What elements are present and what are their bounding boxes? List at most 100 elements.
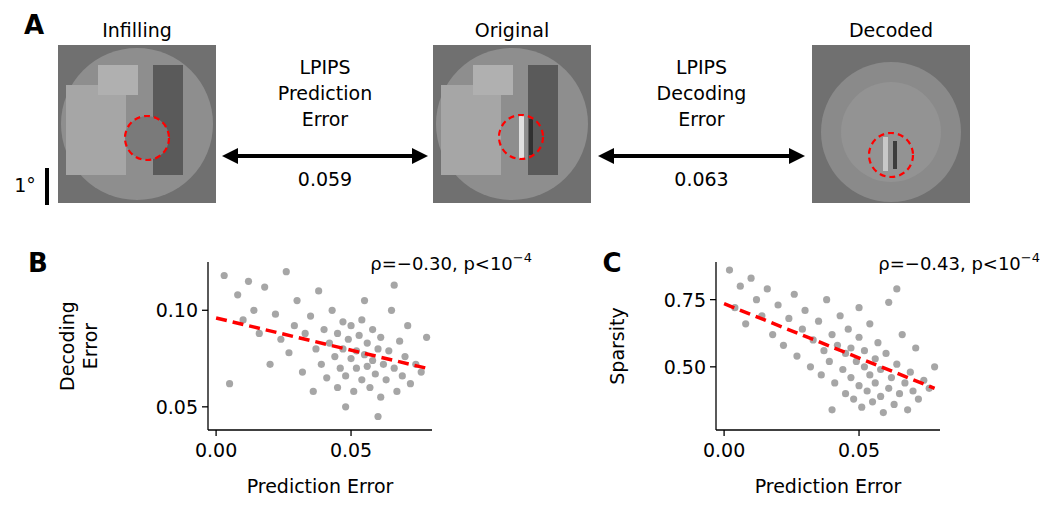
point	[885, 299, 892, 306]
point	[323, 374, 330, 381]
point	[331, 353, 338, 360]
point	[785, 315, 792, 322]
panel: C 0.00 0.05 0.50 0.75 Prediction Error Sparsit…	[602, 248, 1040, 497]
point	[299, 368, 306, 375]
image	[58, 45, 216, 203]
point	[872, 355, 879, 362]
point	[831, 379, 838, 386]
x-axis-line	[716, 429, 940, 430]
point	[391, 282, 398, 289]
point	[742, 320, 749, 327]
point	[285, 349, 292, 356]
y-axis-title: Sparsity	[606, 307, 628, 384]
point	[793, 352, 800, 359]
point	[799, 326, 806, 333]
point	[847, 344, 854, 351]
annotation: ρ=−0.30, p<10−4	[370, 250, 532, 274]
image-detail	[529, 119, 533, 155]
image-detail	[66, 85, 126, 175]
panel-letter: C	[602, 248, 621, 278]
point	[774, 301, 781, 308]
point	[250, 307, 257, 314]
y-tick	[202, 310, 208, 311]
fit-line	[724, 304, 935, 389]
point	[369, 326, 376, 333]
comparison-label: LPIPS	[299, 56, 350, 78]
y-tick-label: 0.10	[156, 299, 198, 321]
x-tick	[350, 430, 351, 436]
point	[847, 374, 854, 381]
point	[828, 406, 835, 413]
point	[272, 311, 279, 318]
image-title: Decoded	[849, 19, 933, 41]
point	[358, 316, 365, 323]
x-tick	[723, 430, 724, 436]
annotation-text: ρ=−0.30, p<10	[370, 253, 513, 274]
point	[399, 372, 406, 379]
image-blob	[436, 48, 588, 200]
image-detail	[473, 65, 513, 95]
point	[310, 388, 317, 395]
point	[869, 398, 876, 405]
annotation-text: ρ=−0.43, p<10	[878, 253, 1021, 274]
y-tick-label: 0.05	[156, 396, 198, 418]
image	[433, 45, 591, 203]
point	[401, 353, 408, 360]
image-bg	[812, 45, 970, 203]
annotation-superscript: −4	[513, 250, 532, 265]
point	[807, 363, 814, 370]
point	[899, 331, 906, 338]
annotation-superscript: −4	[1021, 250, 1040, 265]
point	[256, 330, 263, 337]
plot-area	[216, 268, 430, 420]
y-tick	[710, 366, 716, 367]
point	[866, 320, 873, 327]
point	[261, 284, 268, 291]
point	[874, 339, 881, 346]
point	[915, 395, 922, 402]
comparison-label: Prediction	[278, 82, 372, 104]
point	[893, 361, 900, 368]
point	[885, 385, 892, 392]
x-tick-label: 0.00	[703, 439, 745, 461]
point	[861, 347, 868, 354]
point	[861, 363, 868, 370]
point	[293, 297, 300, 304]
point	[385, 347, 392, 354]
point	[339, 318, 346, 325]
point	[315, 287, 322, 294]
image-blob	[841, 82, 941, 182]
point	[302, 330, 309, 337]
x-axis-title: Prediction Error	[755, 475, 902, 497]
point	[912, 344, 919, 351]
point	[815, 318, 822, 325]
point	[334, 330, 341, 337]
x-tick-label: 0.00	[195, 439, 237, 461]
image-detail	[98, 65, 138, 95]
y-tick-label: 0.50	[664, 356, 706, 378]
point	[307, 312, 314, 319]
point	[764, 285, 771, 292]
image-blob	[821, 62, 961, 202]
roi-circle	[499, 115, 543, 159]
y-tick-label: 0.75	[664, 289, 706, 311]
x-tick-label: 0.05	[838, 439, 880, 461]
scale-bar	[45, 168, 49, 205]
point	[896, 390, 903, 397]
y-axis-title-line: Sparsity	[606, 307, 628, 384]
point	[753, 296, 760, 303]
point	[226, 380, 233, 387]
point	[369, 357, 376, 364]
arrow-shaft	[608, 154, 795, 158]
y-tick	[202, 406, 208, 407]
point	[801, 307, 808, 314]
image-detail	[528, 65, 558, 175]
point	[364, 363, 371, 370]
point	[353, 365, 360, 372]
comparison-value: 0.063	[674, 168, 728, 190]
point	[904, 406, 911, 413]
point	[858, 404, 865, 411]
point	[291, 322, 298, 329]
scale-bar-label: 1°	[14, 174, 36, 196]
point	[826, 358, 833, 365]
